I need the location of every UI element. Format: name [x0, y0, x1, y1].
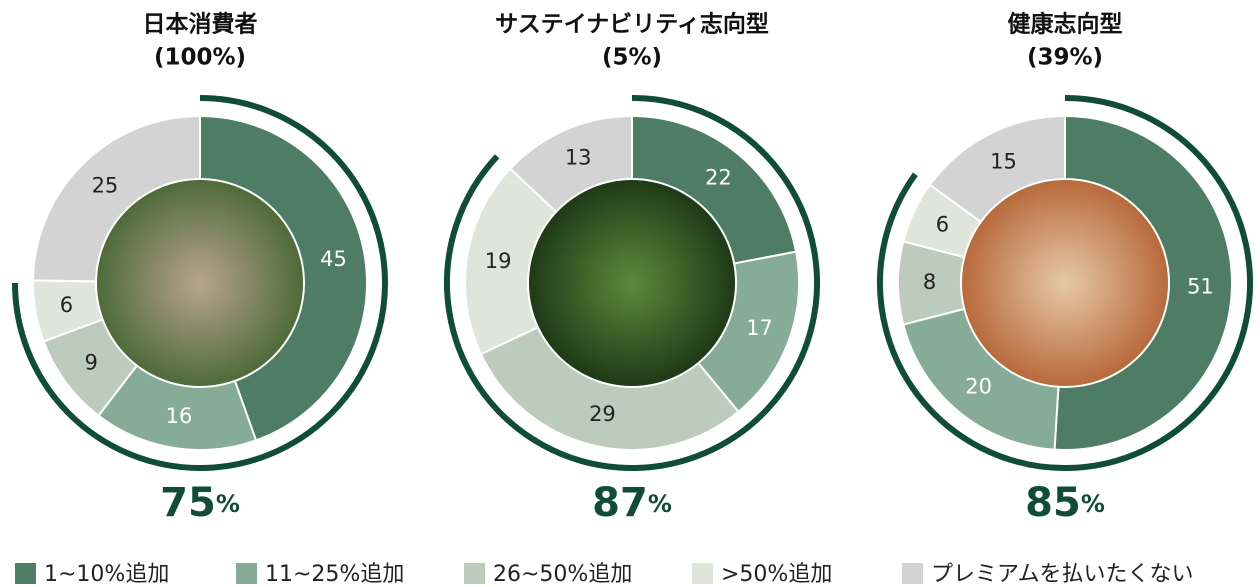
segment-label: 13 — [565, 146, 592, 170]
legend-swatch — [464, 563, 485, 584]
premium-unit: % — [216, 490, 240, 518]
premium-arc — [444, 95, 820, 471]
legend-label: 11~25%追加 — [265, 562, 404, 587]
legend-swatch — [15, 563, 36, 584]
donut-segment — [479, 325, 740, 451]
premium-label: 85% — [1025, 480, 1105, 526]
segment-label: 6 — [936, 212, 949, 236]
chart-subtitle: (39%) — [1027, 45, 1103, 71]
segment-label: 29 — [589, 402, 616, 426]
legend-label: 1~10%追加 — [44, 562, 169, 587]
legend-label: プレミアムを払いたくない — [931, 562, 1193, 587]
legend-swatch — [902, 563, 923, 584]
segment-label: 6 — [60, 293, 73, 317]
chart-title: 日本消費者 — [143, 12, 258, 38]
legend-label: >50%追加 — [721, 562, 832, 587]
legend-swatch — [692, 563, 713, 584]
donut-segment — [199, 114, 368, 442]
segment-label: 17 — [746, 316, 773, 340]
segment-label: 9 — [84, 351, 97, 375]
donut-segment — [928, 114, 1066, 224]
center-photo — [962, 180, 1168, 386]
segment-label: 51 — [1187, 274, 1214, 298]
premium-arc — [12, 95, 388, 471]
premium-label: 87% — [592, 480, 672, 526]
premium-arc — [877, 95, 1253, 471]
segment-label: 25 — [92, 173, 119, 197]
segment-label: 8 — [923, 270, 936, 294]
legend-swatch — [236, 563, 257, 584]
premium-number: 75 — [160, 480, 216, 526]
segment-label: 45 — [320, 247, 347, 271]
center-photo — [97, 180, 303, 386]
donut-segment — [1053, 114, 1233, 451]
segment-label: 19 — [485, 249, 512, 273]
segment-label: 16 — [166, 404, 193, 428]
donut-segment — [631, 114, 798, 265]
chart-title: 健康志向型 — [1008, 11, 1123, 38]
chart-subtitle: (100%) — [154, 45, 246, 71]
premium-unit: % — [648, 490, 672, 518]
segment-label: 20 — [965, 374, 992, 398]
premium-label: 75% — [160, 480, 240, 526]
premium-unit: % — [1081, 490, 1105, 518]
chart-title: サステイナビリティ志向型 — [495, 11, 769, 38]
premium-number: 87 — [592, 480, 648, 526]
legend-label: 26~50%追加 — [493, 562, 632, 587]
segment-label: 15 — [990, 149, 1017, 173]
donut-segment — [32, 114, 201, 283]
center-photo — [529, 180, 735, 386]
donut-segment — [508, 114, 633, 214]
segment-label: 22 — [705, 166, 732, 190]
chart-subtitle: (5%) — [602, 45, 662, 71]
premium-number: 85 — [1025, 480, 1081, 526]
